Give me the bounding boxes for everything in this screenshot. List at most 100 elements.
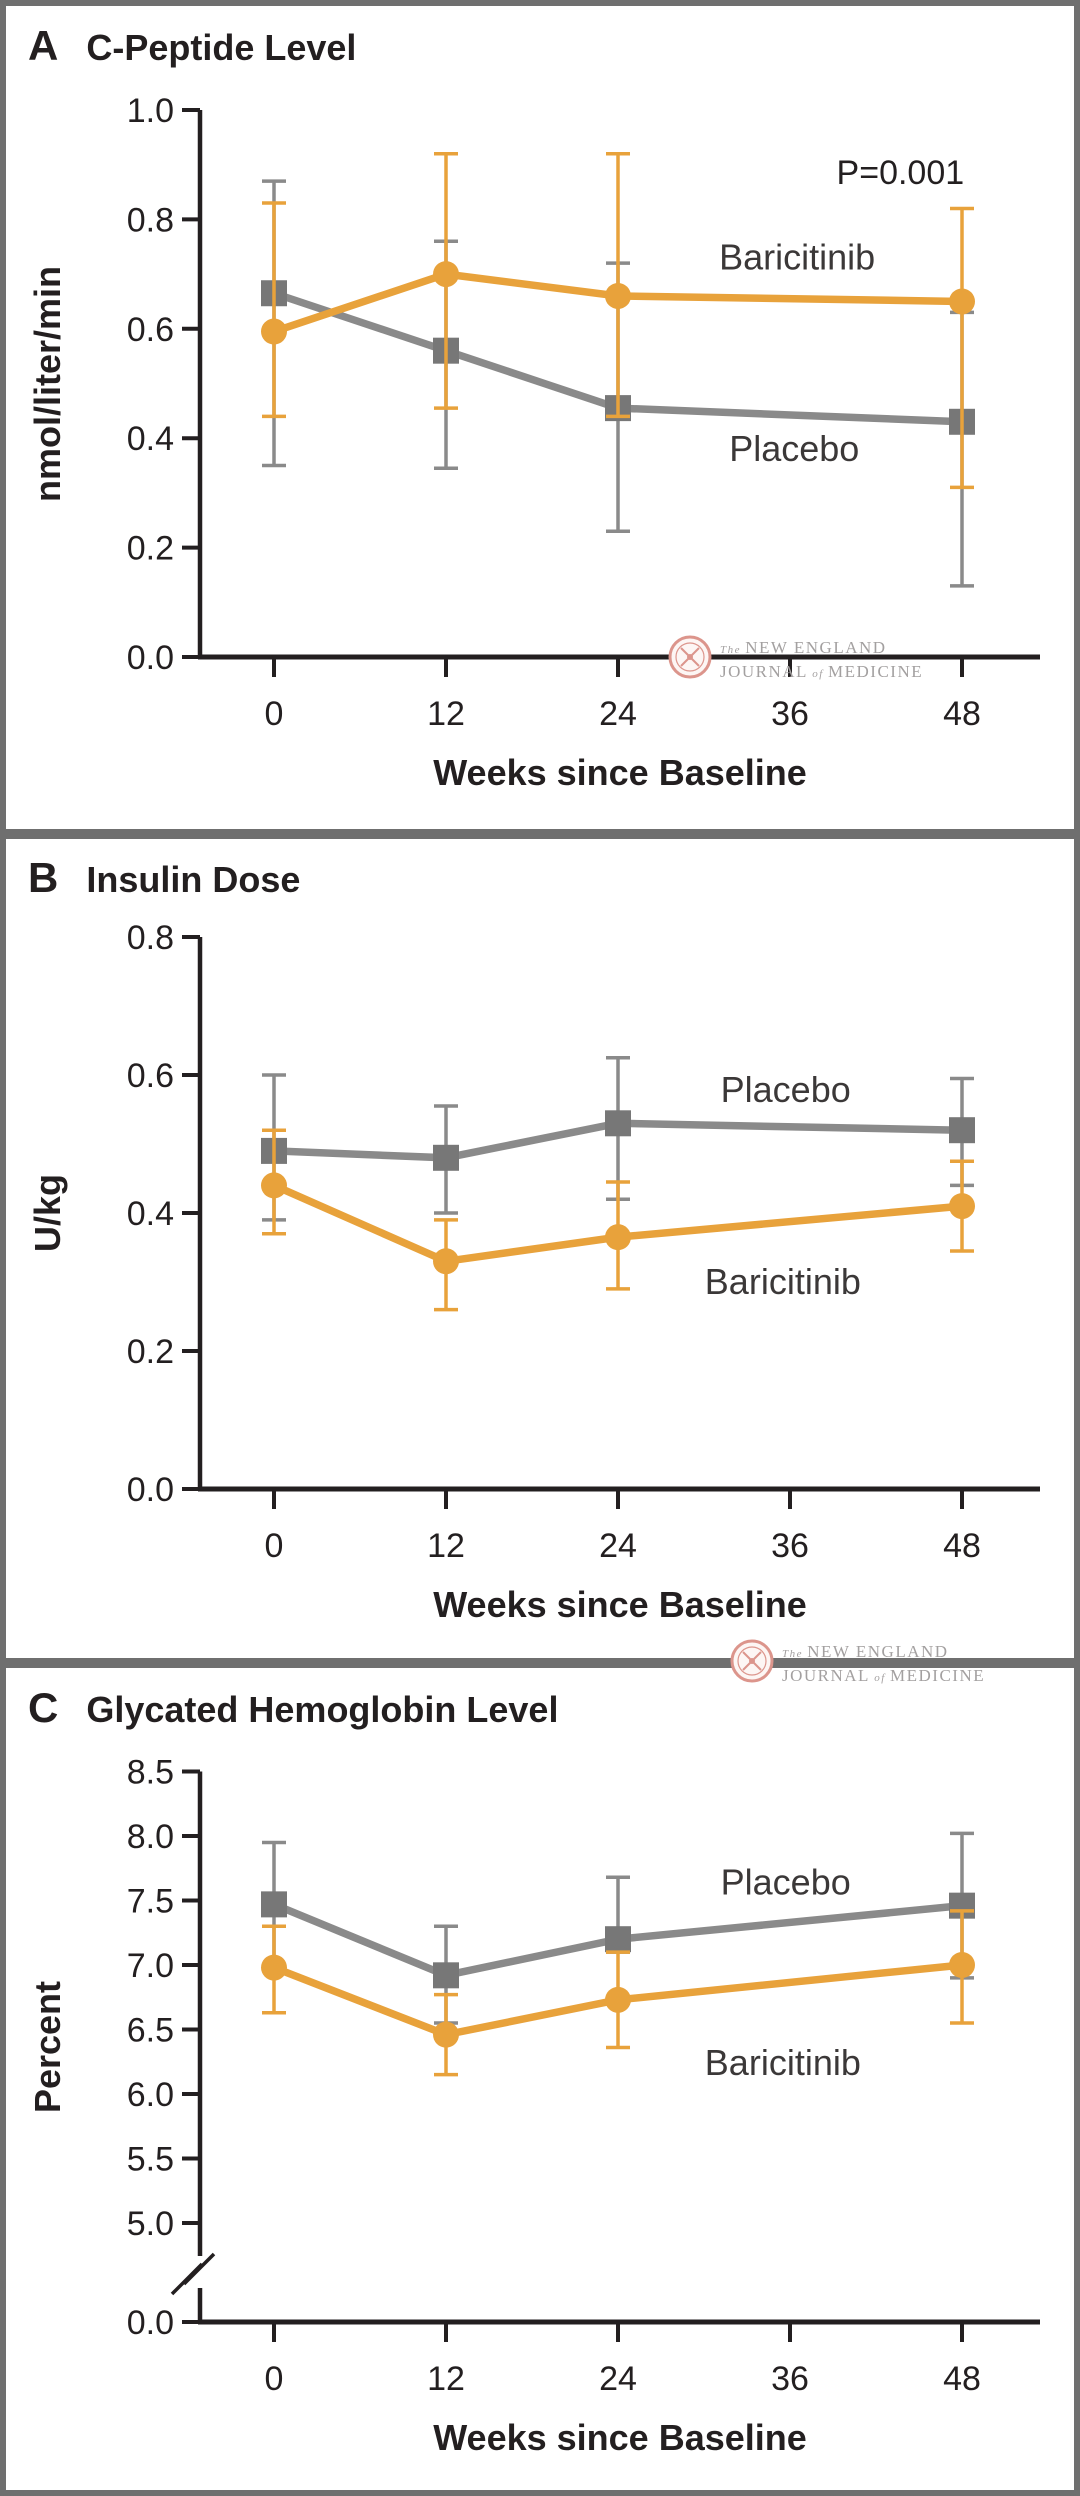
y-tick-label: 0.2 — [127, 530, 174, 568]
circle-marker — [949, 288, 975, 315]
nejm-watermark-panel-a: The NEW ENGLAND JOURNAL of MEDICINE — [668, 635, 923, 681]
y-tick-label: 0.6 — [127, 1057, 174, 1095]
watermark-line2: JOURNAL of MEDICINE — [782, 1666, 985, 1685]
y-tick-label: 0.4 — [127, 1195, 174, 1233]
x-tick-label: 0 — [265, 695, 284, 733]
circle-marker — [433, 261, 459, 288]
circle-marker — [433, 2021, 459, 2048]
circle-marker — [261, 1954, 287, 1981]
series-line — [272, 1961, 963, 2039]
series-baricitinib: Baricitinib — [261, 152, 975, 490]
x-tick-label: 24 — [599, 1527, 637, 1565]
x-tick-label: 36 — [771, 695, 809, 733]
nejm-seal-inner-ring — [737, 1646, 767, 1676]
series-label-baricitinib: Baricitinib — [705, 2042, 861, 2083]
series-line — [272, 1181, 963, 1266]
watermark-journal: JOURNAL — [782, 1666, 870, 1685]
x-tick-label: 12 — [427, 2360, 465, 2398]
panel-title-text: Insulin Dose — [86, 859, 300, 900]
watermark-line2: JOURNAL of MEDICINE — [720, 662, 923, 681]
series-line — [272, 270, 963, 336]
panel-letter: A — [28, 22, 58, 69]
y-axis-label: U/kg — [27, 1174, 68, 1252]
y-tick-label: 1.0 — [127, 92, 174, 130]
series-line — [272, 289, 963, 426]
y-tick-label: 8.5 — [127, 1754, 174, 1792]
y-tick-label: 7.5 — [127, 1883, 174, 1921]
y-tick-label: 0.0 — [127, 1471, 174, 1509]
x-tick-label: 12 — [427, 695, 465, 733]
panel-c-title: C Glycated Hemoglobin Level — [28, 1684, 558, 1731]
x-axis-label: Weeks since Baseline — [433, 752, 807, 793]
x-tick-label: 0 — [265, 2360, 284, 2398]
watermark-new-england: NEW ENGLAND — [745, 638, 886, 657]
series-line — [272, 1900, 963, 1980]
seal-center-dot — [749, 1658, 755, 1664]
watermark-medicine: MEDICINE — [890, 1666, 985, 1685]
p-value-annotation: P=0.001 — [837, 154, 965, 192]
watermark-new-england: NEW ENGLAND — [807, 1642, 948, 1661]
square-marker — [433, 1962, 459, 1989]
panel-b: B Insulin Dose 0.0 0.2 0.4 0.6 0.8 0 12 24 36 48 U/k… — [27, 854, 1040, 1625]
panel-c: C Glycated Hemoglobin Level 0.0 5.0 5.5 6.0 6.… — [27, 1684, 1040, 2458]
circle-marker — [949, 1952, 975, 1978]
y-tick-label: 0.0 — [127, 639, 174, 677]
panel-b-title: B Insulin Dose — [28, 854, 300, 901]
y-tick-label: 6.0 — [127, 2076, 174, 2114]
panel-title-text: Glycated Hemoglobin Level — [86, 1689, 558, 1730]
circle-marker — [433, 1248, 459, 1275]
x-tick-label: 24 — [599, 695, 637, 733]
y-tick-label: 5.5 — [127, 2141, 174, 2179]
axis-break-slash — [170, 2262, 204, 2296]
y-tick-label: 8.0 — [127, 1818, 174, 1856]
y-tick-label: 6.5 — [127, 2012, 174, 2050]
y-tick-label: 0.8 — [127, 919, 174, 957]
y-tick-label: 0.8 — [127, 201, 174, 239]
square-marker — [605, 1926, 631, 1953]
circle-marker — [949, 1193, 975, 1220]
panel-letter: B — [28, 854, 58, 901]
nejm-seal-inner-ring — [675, 642, 705, 672]
square-marker — [605, 1110, 631, 1137]
circle-marker — [605, 1986, 631, 2013]
watermark-medicine: MEDICINE — [828, 662, 923, 681]
watermark-the: The — [720, 644, 745, 656]
y-tick-label: 0.4 — [127, 420, 174, 458]
x-tick-label: 24 — [599, 2360, 637, 2398]
watermark-of: of — [808, 668, 828, 680]
x-tick-label: 48 — [943, 2360, 981, 2398]
watermark-the: The — [782, 1648, 807, 1660]
circle-marker — [261, 1172, 287, 1199]
watermark-journal: JOURNAL — [720, 662, 808, 681]
circle-marker — [605, 1224, 631, 1251]
watermark-of: of — [870, 1672, 890, 1684]
panel-a-title: A C-Peptide Level — [28, 22, 356, 69]
x-tick-label: 12 — [427, 1527, 465, 1565]
x-tick-label: 36 — [771, 1527, 809, 1565]
panel-letter: C — [28, 1684, 58, 1731]
series-label-placebo: Placebo — [729, 428, 859, 469]
x-tick-label: 48 — [943, 695, 981, 733]
x-tick-label: 36 — [771, 2360, 809, 2398]
series-line — [273, 1119, 963, 1162]
y-tick-label: 0.6 — [127, 311, 174, 349]
square-marker — [261, 1891, 287, 1918]
series-baricitinib: Baricitinib — [261, 1128, 975, 1312]
watermark-line1: The NEW ENGLAND — [782, 1642, 949, 1661]
x-axis-label: Weeks since Baseline — [433, 1584, 807, 1625]
square-marker — [949, 1117, 975, 1144]
panel-a: A C-Peptide Level 0.0 0.2 0.4 0.6 0.8 1.0 0 12 24 3… — [27, 22, 1040, 793]
y-tick-label: 5.0 — [127, 2205, 174, 2243]
square-marker — [433, 1144, 459, 1171]
y-axis-label: nmol/liter/min — [27, 266, 68, 502]
circle-marker — [261, 318, 287, 345]
watermark-line1: The NEW ENGLAND — [720, 638, 887, 657]
series-placebo: Placebo — [261, 1831, 975, 2025]
x-tick-label: 48 — [943, 1527, 981, 1565]
nejm-watermark-panel-b-c: The NEW ENGLAND JOURNAL of MEDICINE — [730, 1639, 985, 1685]
seal-center-dot — [687, 654, 693, 660]
